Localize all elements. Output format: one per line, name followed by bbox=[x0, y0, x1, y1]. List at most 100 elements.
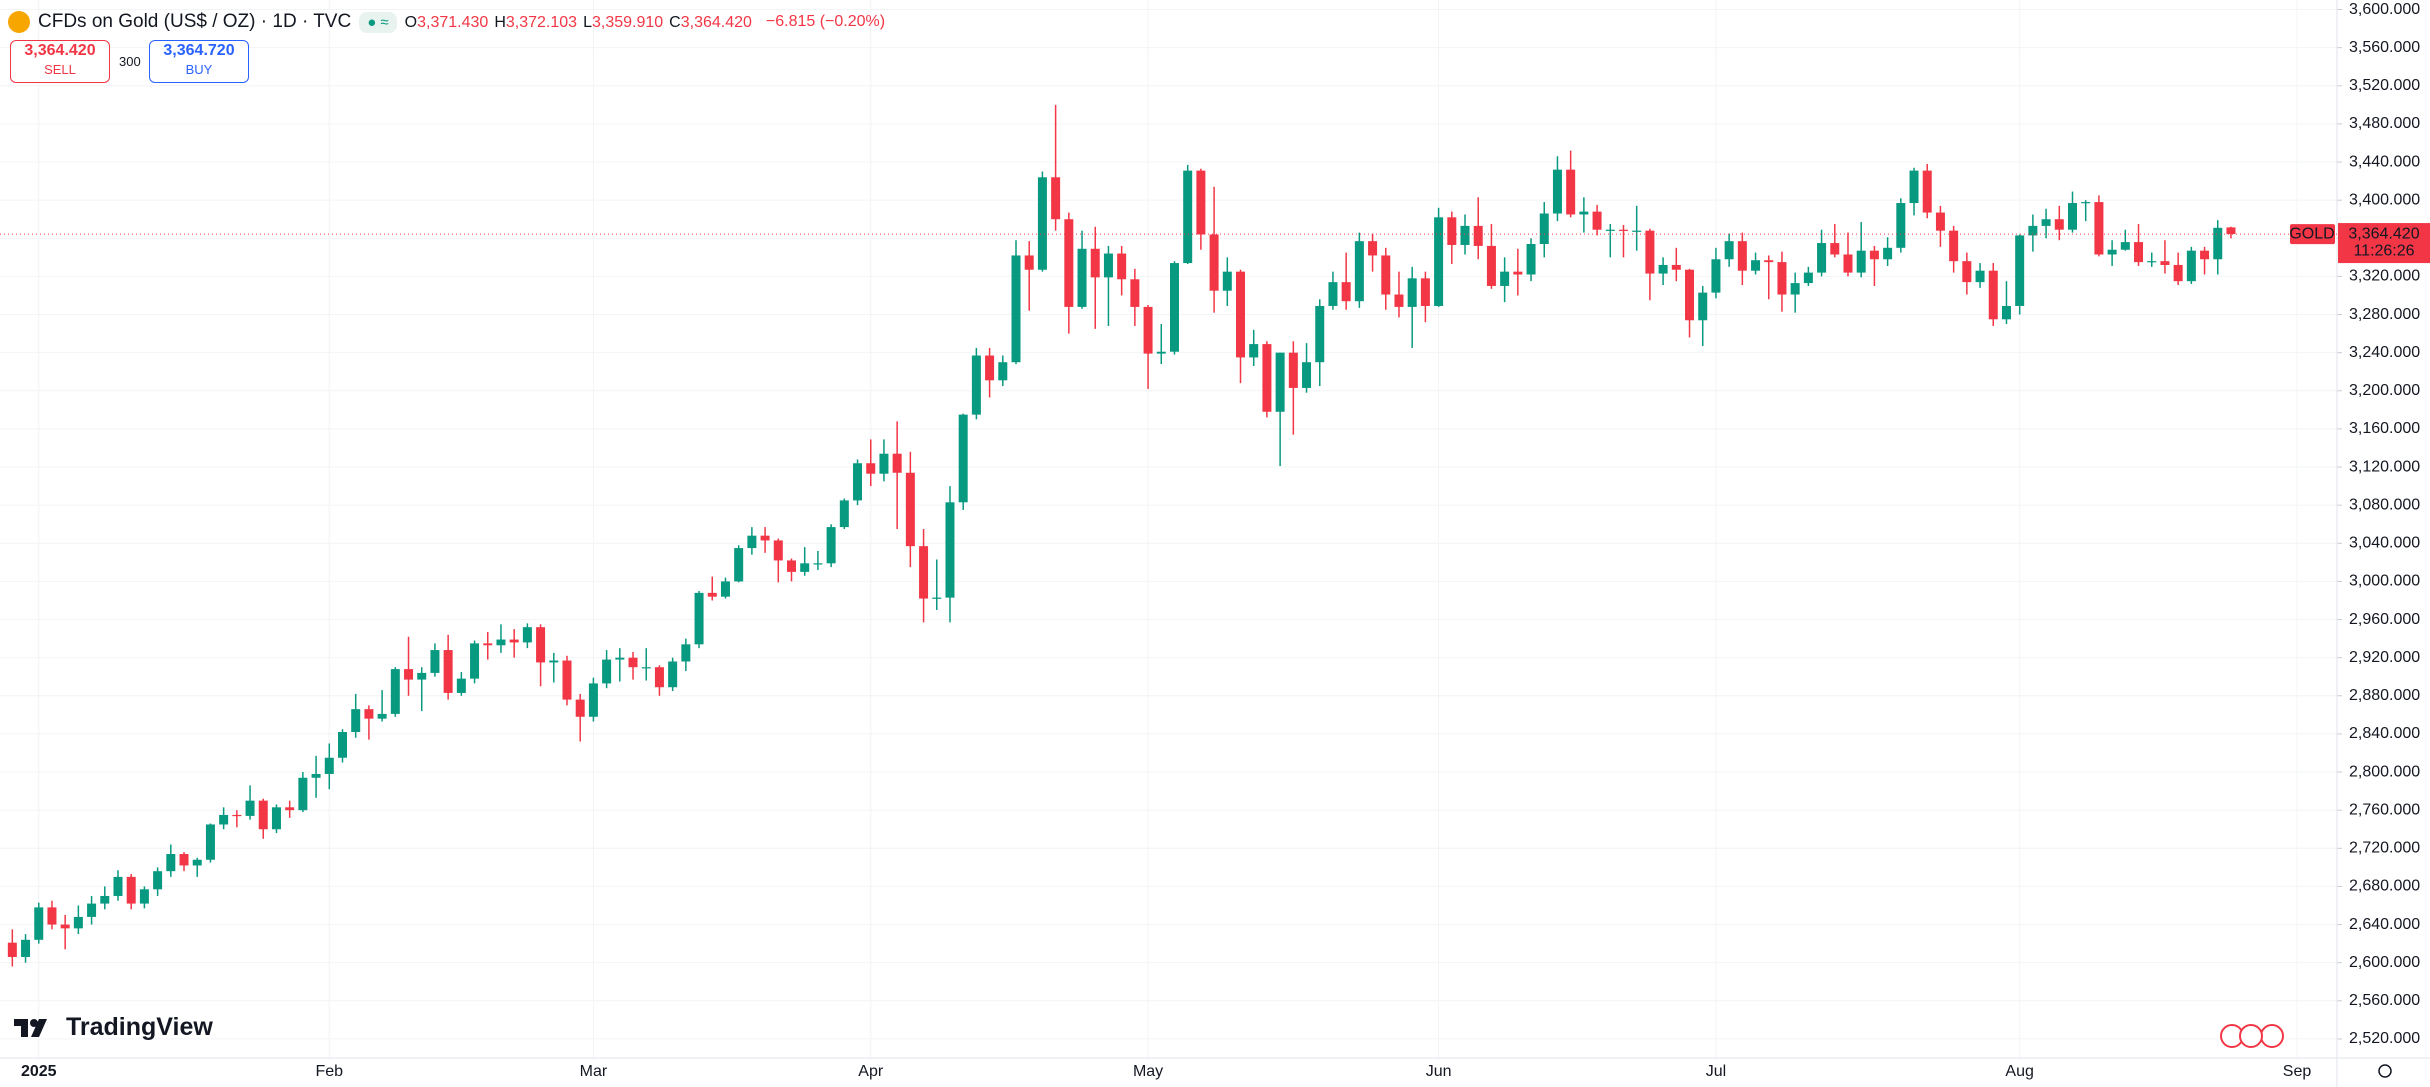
candle-body bbox=[73, 916, 83, 929]
candle-body bbox=[905, 472, 915, 547]
ohlc-key: H bbox=[494, 14, 506, 31]
candle-body bbox=[1896, 203, 1906, 248]
candle-body bbox=[575, 699, 585, 717]
candle-body bbox=[166, 854, 176, 872]
candle-body bbox=[377, 713, 387, 719]
change: −6.815 (−0.20%) bbox=[765, 13, 886, 30]
candle-body bbox=[258, 800, 268, 830]
candle-body bbox=[641, 667, 651, 669]
sell-label: SELL bbox=[44, 62, 76, 77]
y-tick-label: 3,560.000 bbox=[2349, 39, 2420, 56]
candle-body bbox=[2213, 227, 2223, 260]
candle-body bbox=[1856, 250, 1866, 273]
candle-body bbox=[1156, 351, 1166, 354]
candle-body bbox=[1777, 262, 1787, 295]
candle-body bbox=[87, 903, 97, 917]
y-tick-label: 3,480.000 bbox=[2349, 115, 2420, 132]
brand-logo[interactable]: TradingView bbox=[14, 1013, 213, 1042]
candle-body bbox=[298, 777, 308, 811]
candle-body bbox=[285, 807, 295, 811]
candle-body bbox=[21, 939, 31, 957]
candle-body bbox=[113, 876, 123, 896]
candle-body bbox=[1645, 230, 1655, 274]
candle-body bbox=[443, 650, 453, 693]
y-tick-label: 2,520.000 bbox=[2349, 1030, 2420, 1047]
settings-icon bbox=[2378, 1064, 2392, 1078]
candle-body bbox=[1037, 177, 1047, 270]
ohlc-value: 3,364.420 bbox=[680, 14, 752, 31]
candle-body bbox=[2081, 202, 2091, 204]
candle-body bbox=[2107, 249, 2117, 255]
countdown: 11:26:26 bbox=[2353, 242, 2414, 259]
candle-body bbox=[694, 592, 704, 645]
candle-body bbox=[1447, 217, 1457, 245]
candle-body bbox=[2186, 250, 2196, 282]
candle-body bbox=[351, 709, 361, 733]
buy-label: BUY bbox=[185, 62, 213, 77]
candle-body bbox=[2094, 202, 2104, 255]
y-tick-label: 3,160.000 bbox=[2349, 420, 2420, 437]
sell-button[interactable]: 3,364.420 SELL bbox=[10, 40, 110, 83]
candle-body bbox=[2120, 242, 2130, 250]
candle-body bbox=[1011, 255, 1021, 363]
ohlc-value: 3,372.103 bbox=[505, 14, 578, 31]
candle-body bbox=[773, 540, 783, 561]
candle-body bbox=[1315, 305, 1325, 363]
y-tick-label: 2,560.000 bbox=[2349, 992, 2420, 1009]
last-price-bg bbox=[2338, 223, 2430, 264]
candle-body bbox=[2226, 227, 2236, 235]
candle-body bbox=[919, 546, 929, 599]
y-tick-label: 3,240.000 bbox=[2349, 344, 2420, 361]
y-tick-label: 3,400.000 bbox=[2349, 191, 2420, 208]
y-tick-label: 2,920.000 bbox=[2349, 649, 2420, 666]
x-tick-label: Feb bbox=[315, 1063, 343, 1080]
y-tick-label: 2,880.000 bbox=[2349, 687, 2420, 704]
candle-body bbox=[1711, 259, 1721, 293]
symbol-logo bbox=[8, 11, 30, 33]
candle-body bbox=[1103, 253, 1113, 278]
candle-body bbox=[364, 709, 374, 719]
candle-body bbox=[1949, 230, 1959, 262]
candle-body bbox=[2173, 264, 2183, 282]
y-tick-label: 2,680.000 bbox=[2349, 878, 2420, 895]
y-tick-label: 2,960.000 bbox=[2349, 611, 2420, 628]
candle-body bbox=[1526, 244, 1536, 275]
candle-body bbox=[1830, 243, 1840, 255]
symbol-title[interactable]: CFDs on Gold (US$ / OZ) · 1D · TVC bbox=[38, 11, 352, 32]
buy-price: 3,364.720 bbox=[163, 42, 235, 59]
x-tick-label: Jul bbox=[1706, 1063, 1726, 1080]
candle-body bbox=[1539, 213, 1549, 245]
candle-body bbox=[1460, 225, 1470, 245]
candle-body bbox=[892, 453, 902, 473]
candle-body bbox=[7, 942, 17, 957]
candle-body bbox=[1658, 264, 1668, 274]
candle-body bbox=[588, 683, 598, 717]
candle-body bbox=[1698, 292, 1708, 321]
candle-body bbox=[205, 824, 215, 860]
candle-body bbox=[800, 563, 810, 572]
candle-body bbox=[958, 414, 968, 503]
candle-body bbox=[1394, 294, 1404, 307]
ohlc-value: 3,371.430 bbox=[417, 14, 489, 31]
candle-body bbox=[1051, 177, 1061, 220]
candle-body bbox=[1962, 261, 1972, 283]
candle-body bbox=[1764, 260, 1774, 263]
candle-body bbox=[456, 678, 466, 693]
candle-body bbox=[1420, 278, 1430, 306]
candle-body bbox=[390, 669, 400, 714]
candle-body bbox=[430, 650, 440, 673]
candle-body bbox=[681, 644, 691, 662]
status-pill[interactable]: ● ≈ bbox=[359, 11, 397, 33]
candle-body bbox=[47, 907, 57, 925]
x-tick-label: Jun bbox=[1426, 1063, 1452, 1080]
candle-body bbox=[1685, 269, 1695, 321]
buy-button[interactable]: 3,364.720 BUY bbox=[149, 40, 249, 83]
candle-body bbox=[932, 597, 942, 599]
candle-body bbox=[1790, 283, 1800, 295]
symbol-tag-bg bbox=[2290, 224, 2335, 245]
last-price-label: 3,364.420 bbox=[2348, 225, 2419, 242]
candle-body bbox=[324, 757, 334, 774]
candle-body bbox=[1117, 253, 1127, 280]
candle-body bbox=[720, 581, 730, 597]
candle-body bbox=[1671, 264, 1681, 270]
